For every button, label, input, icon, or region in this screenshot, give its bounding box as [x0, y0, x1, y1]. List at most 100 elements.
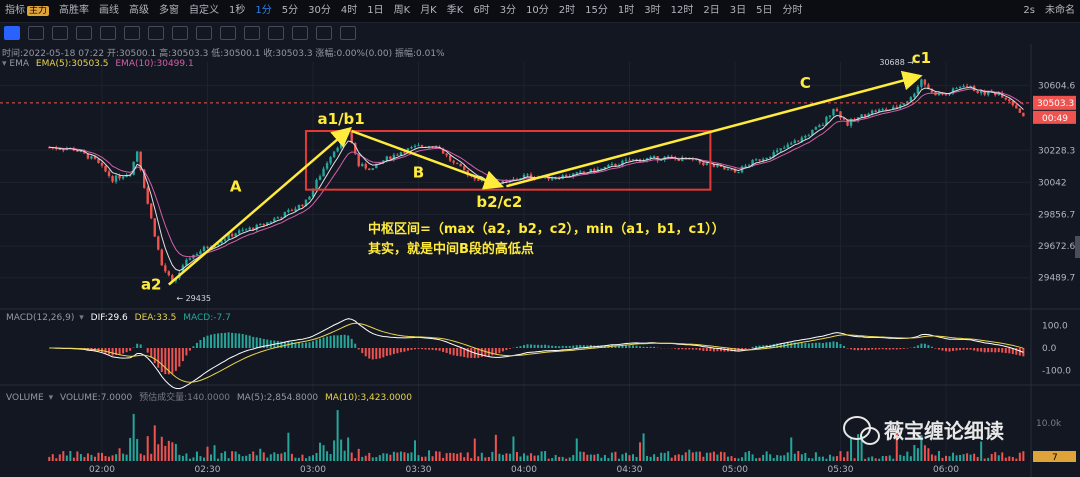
toolbar-item-8[interactable]: 1分	[255, 5, 272, 16]
toolbar-item-18[interactable]: 10分	[526, 5, 549, 16]
candle-body	[452, 160, 455, 163]
draw-tool-icon-11[interactable]	[268, 26, 284, 40]
draw-tool-icon-4[interactable]	[100, 26, 116, 40]
price-tick-3: 29856.7	[1038, 210, 1075, 220]
candle-body	[659, 159, 663, 161]
toolbar-item-19[interactable]: 2时	[558, 5, 576, 16]
toolbar-item-21[interactable]: 1时	[617, 5, 635, 16]
toolbar-item-10[interactable]: 30分	[308, 5, 331, 16]
draw-tool-icon-1[interactable]	[28, 26, 44, 40]
candle-body	[171, 275, 174, 281]
draw-tool-icon-5[interactable]	[124, 26, 140, 40]
toolbar-item-12[interactable]: 1日	[367, 5, 384, 16]
candle-body	[797, 140, 800, 142]
toolbar-item-25[interactable]: 3日	[729, 5, 747, 16]
current-price-tag	[1033, 95, 1076, 110]
volume-scale-tick: 10.0k	[1036, 419, 1062, 429]
candle-body	[143, 170, 146, 188]
time-tick-5: 04:30	[617, 465, 643, 475]
candle-body	[828, 115, 832, 117]
draw-tool-icon-8[interactable]	[196, 26, 212, 40]
candle-body	[607, 164, 610, 167]
volume-name[interactable]: VOLUME	[6, 393, 44, 403]
toolbar-item-27[interactable]: 分时	[782, 5, 803, 16]
candle-body	[716, 165, 719, 167]
candle-body	[695, 159, 698, 161]
candle-body	[244, 229, 248, 231]
draw-tool-icon-12[interactable]	[292, 26, 308, 40]
toolbar-right-0[interactable]: 2s	[1023, 5, 1035, 16]
candle-body	[920, 79, 923, 87]
candle-body	[420, 145, 424, 147]
candle-body	[958, 87, 962, 89]
draw-tool-icon-6[interactable]	[148, 26, 164, 40]
toolbar-item-7[interactable]: 1秒	[229, 5, 246, 16]
drawing-tools-bar	[0, 23, 460, 43]
toolbar-item-0[interactable]: 指标 主力	[5, 5, 50, 16]
formula-text-1: 中枢区间=（max（a2，b2，c2），min（a1，b1，c1））	[368, 221, 725, 237]
candle-body	[371, 168, 374, 171]
low-price-marker: ← 29435	[176, 294, 211, 303]
countdown-value: 00:49	[1042, 114, 1068, 124]
toolbar-item-23[interactable]: 12时	[670, 5, 694, 16]
toolbar-item-4[interactable]: 高级	[129, 5, 150, 16]
candle-body	[90, 156, 93, 159]
toolbar-item-14[interactable]: 月K	[420, 5, 437, 16]
toolbar-item-9[interactable]: 5分	[281, 5, 299, 16]
candle-body	[1022, 112, 1025, 117]
candle-body	[269, 221, 272, 223]
candle-body	[937, 92, 941, 96]
draw-tool-icon-0[interactable]	[4, 26, 20, 40]
ema-menu-icon[interactable]: ▾	[2, 59, 7, 69]
draw-tool-icon-3[interactable]	[76, 26, 92, 40]
draw-tool-icon-10[interactable]	[244, 26, 260, 40]
draw-tool-icon-13[interactable]	[316, 26, 332, 40]
toolbar-item-3[interactable]: 画线	[99, 5, 120, 16]
label-a2: a2	[141, 276, 162, 294]
macd-tick-0: 100.0	[1042, 322, 1068, 332]
price-tick-1: 30228.3	[1038, 146, 1075, 156]
candle-body	[895, 106, 898, 108]
main-force-badge[interactable]: 主力	[27, 6, 50, 16]
toolbar-item-13[interactable]: 周K	[393, 5, 411, 16]
segment-a-arrow	[168, 126, 352, 286]
macd-name[interactable]: MACD(12,26,9)	[6, 313, 75, 323]
candle-body	[150, 203, 153, 219]
macd-menu-icon[interactable]: ▾	[79, 313, 84, 323]
toolbar-item-24[interactable]: 2日	[703, 5, 720, 16]
toolbar-item-20[interactable]: 15分	[585, 5, 608, 16]
candle-body	[726, 169, 730, 171]
draw-tool-icon-14[interactable]	[340, 26, 356, 40]
candle-body	[737, 172, 740, 174]
candle-body	[448, 155, 452, 161]
toolbar-right: 2s 未命名	[1018, 0, 1080, 22]
draw-tool-icon-7[interactable]	[172, 26, 188, 40]
draw-tool-icon-9[interactable]	[220, 26, 236, 40]
toolbar-item-16[interactable]: 6时	[473, 5, 490, 16]
toolbar-item-26[interactable]: 5日	[756, 5, 773, 16]
candle-body	[223, 239, 227, 241]
candle-body	[870, 110, 874, 114]
toolbar-item-15[interactable]: 季K	[446, 5, 464, 16]
candle-body	[185, 259, 188, 266]
toolbar-item-5[interactable]: 多窗	[159, 5, 180, 16]
toolbar-item-2[interactable]: 高胜率	[59, 5, 90, 16]
toolbar-right-1[interactable]: 未命名	[1045, 5, 1075, 16]
toolbar-item-17[interactable]: 3分	[499, 5, 517, 16]
toolbar-item-22[interactable]: 3时	[644, 5, 661, 16]
toolbar-item-11[interactable]: 4时	[340, 5, 358, 16]
candle-body	[287, 210, 290, 213]
ema-label[interactable]: EMA	[9, 59, 30, 69]
draw-tool-icon-2[interactable]	[52, 26, 68, 40]
time-tick-8: 06:00	[933, 465, 959, 475]
volume-menu-icon[interactable]: ▾	[48, 393, 54, 403]
time-tick-0: 02:00	[89, 465, 115, 475]
candle-body	[892, 106, 895, 110]
candle-body	[283, 212, 287, 218]
candle-body	[241, 229, 244, 231]
toolbar-item-6[interactable]: 自定义	[189, 5, 220, 16]
segment-c-arrow	[506, 70, 923, 188]
candle-body	[65, 148, 69, 150]
candle-body	[874, 110, 877, 113]
volume-estimate: 预估成交量:140.0000	[139, 393, 231, 403]
